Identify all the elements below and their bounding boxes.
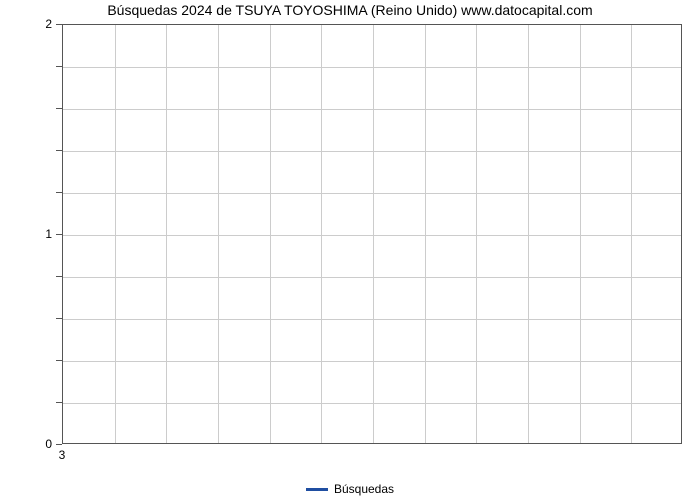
- gridline-v: [631, 25, 632, 443]
- xtick-label: 3: [59, 448, 66, 462]
- gridline-h: [63, 151, 681, 152]
- ytick-mark: [56, 24, 62, 25]
- legend: Búsquedas: [0, 482, 700, 496]
- gridline-v: [528, 25, 529, 443]
- gridline-v: [476, 25, 477, 443]
- gridline-h: [63, 319, 681, 320]
- ytick-mark: [56, 444, 62, 445]
- ytick-mark: [56, 360, 62, 361]
- legend-swatch: [306, 488, 328, 491]
- ytick-mark: [56, 66, 62, 67]
- gridline-h: [63, 403, 681, 404]
- gridline-h: [63, 235, 681, 236]
- gridline-h: [63, 193, 681, 194]
- ytick-label: 0: [34, 437, 52, 451]
- gridline-v: [425, 25, 426, 443]
- ytick-mark: [56, 276, 62, 277]
- gridline-v: [580, 25, 581, 443]
- gridline-v: [270, 25, 271, 443]
- gridline-v: [166, 25, 167, 443]
- gridline-v: [373, 25, 374, 443]
- gridline-v: [115, 25, 116, 443]
- plot-area: [62, 24, 682, 444]
- gridline-h: [63, 277, 681, 278]
- chart-title: Búsquedas 2024 de TSUYA TOYOSHIMA (Reino…: [0, 2, 700, 18]
- ytick-mark: [56, 234, 62, 235]
- ytick-label: 1: [34, 227, 52, 241]
- gridline-v: [321, 25, 322, 443]
- ytick-mark: [56, 150, 62, 151]
- gridline-v: [218, 25, 219, 443]
- gridline-h: [63, 67, 681, 68]
- ytick-mark: [56, 318, 62, 319]
- ytick-mark: [56, 108, 62, 109]
- ytick-mark: [56, 192, 62, 193]
- gridline-h: [63, 361, 681, 362]
- ytick-label: 2: [34, 17, 52, 31]
- chart-container: Búsquedas 2024 de TSUYA TOYOSHIMA (Reino…: [0, 0, 700, 500]
- ytick-mark: [56, 402, 62, 403]
- legend-label: Búsquedas: [334, 482, 394, 496]
- gridline-h: [63, 109, 681, 110]
